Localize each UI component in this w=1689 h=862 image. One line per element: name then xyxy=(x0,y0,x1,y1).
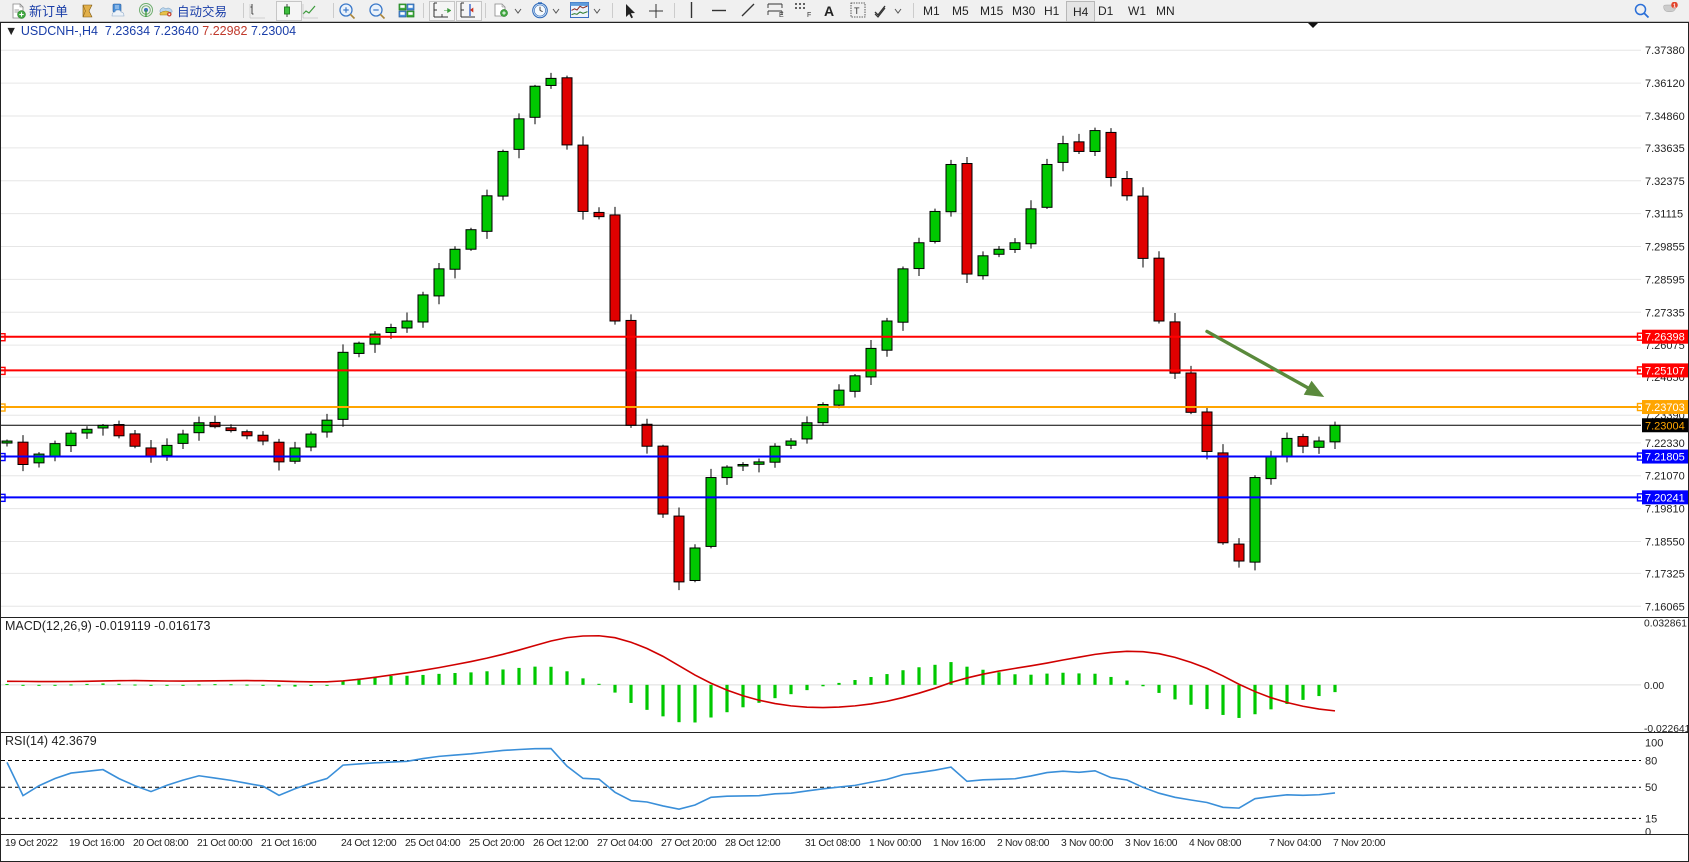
svg-text:7.27335: 7.27335 xyxy=(1645,307,1685,319)
svg-text:7.31115: 7.31115 xyxy=(1645,209,1683,221)
svg-text:F: F xyxy=(807,12,811,18)
svg-text:50: 50 xyxy=(1645,782,1657,794)
svg-text:E: E xyxy=(779,12,784,18)
svg-text:7.17325: 7.17325 xyxy=(1645,568,1685,580)
svg-text:15: 15 xyxy=(1645,813,1657,825)
svg-text:0.00: 0.00 xyxy=(1644,681,1664,692)
svg-text:7.21070: 7.21070 xyxy=(1645,471,1685,483)
svg-text:100: 100 xyxy=(1645,738,1663,750)
svg-text:7.36120: 7.36120 xyxy=(1645,78,1685,90)
svg-text:7.23004: 7.23004 xyxy=(1645,420,1685,432)
svg-text:7.19810: 7.19810 xyxy=(1645,504,1685,516)
svg-text:7.18550: 7.18550 xyxy=(1645,536,1685,548)
svg-text:80: 80 xyxy=(1645,756,1657,768)
svg-text:7.23703: 7.23703 xyxy=(1645,402,1685,414)
svg-text:0.032861: 0.032861 xyxy=(1644,618,1687,629)
svg-text:7.28595: 7.28595 xyxy=(1645,274,1685,286)
svg-text:7.29855: 7.29855 xyxy=(1645,242,1685,254)
svg-text:-0.022641: -0.022641 xyxy=(1644,724,1689,733)
svg-text:7.26398: 7.26398 xyxy=(1645,332,1685,344)
svg-text:T: T xyxy=(854,6,860,16)
svg-text:0: 0 xyxy=(1645,827,1651,835)
svg-text:7.21805: 7.21805 xyxy=(1645,452,1685,464)
svg-text:7.25107: 7.25107 xyxy=(1645,365,1685,377)
svg-text:7.33635: 7.33635 xyxy=(1645,143,1685,155)
svg-text:7.20241: 7.20241 xyxy=(1645,492,1685,504)
svg-text:7.37380: 7.37380 xyxy=(1645,45,1685,57)
svg-text:7.32375: 7.32375 xyxy=(1645,176,1685,188)
svg-text:7.22330: 7.22330 xyxy=(1645,438,1685,450)
svg-text:1: 1 xyxy=(1673,3,1676,9)
svg-text:7.16065: 7.16065 xyxy=(1645,601,1685,613)
svg-text:7.34860: 7.34860 xyxy=(1645,111,1685,123)
